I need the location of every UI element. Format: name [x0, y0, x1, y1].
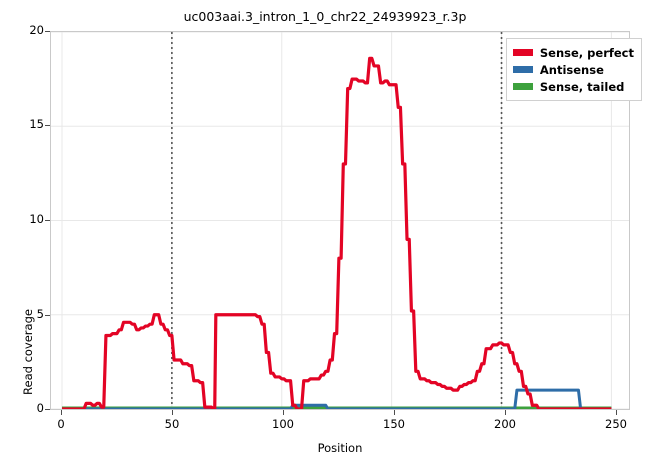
y-tick-label-5: 5 [36, 307, 44, 321]
chart-title: uc003aai.3_intron_1_0_chr22_24939923_r.3… [183, 9, 467, 24]
legend-swatch-antisense [511, 65, 534, 74]
x-tick-label-150: 150 [383, 417, 405, 431]
x-tick-label-200: 200 [494, 417, 516, 431]
legend-swatch-sense-tailed [511, 82, 534, 91]
x-tick-label-100: 100 [272, 417, 294, 431]
x-tick-label-250: 250 [605, 417, 627, 431]
y-tick-label-15: 15 [29, 117, 44, 131]
series-layer [61, 56, 612, 409]
legend-label-sense-perfect: Sense, perfect [539, 45, 634, 60]
series-line-antisense [61, 388, 612, 409]
x-tick-mark-100 [283, 410, 284, 415]
x-tick-mark-150 [394, 410, 395, 415]
x-axis-tick-labels: 0 50 100 150 200 250 [50, 417, 630, 433]
x-axis-label: Position [317, 441, 363, 455]
x-tick-mark-0 [61, 410, 62, 415]
gridlines [51, 32, 629, 409]
legend-item-sense-perfect: Sense, perfect [511, 44, 634, 61]
y-tick-mark-20 [45, 31, 50, 32]
y-tick-label-10: 10 [29, 212, 44, 226]
coverage-plot-svg [51, 32, 629, 409]
y-axis-tick-labels: 20 15 10 5 0 [6, 0, 44, 460]
x-tick-label-0: 0 [57, 417, 65, 431]
legend-label-sense-tailed: Sense, tailed [539, 79, 625, 94]
legend-label-antisense: Antisense [539, 62, 604, 77]
y-tick-mark-10 [45, 220, 50, 221]
x-tick-mark-250 [616, 410, 617, 415]
y-tick-mark-15 [45, 125, 50, 126]
series-line-sense-perfect [61, 56, 612, 409]
legend: Sense, perfect Antisense Sense, tailed [505, 38, 642, 101]
x-tick-mark-50 [172, 410, 173, 415]
x-tick-mark-200 [505, 410, 506, 415]
legend-swatch-sense-perfect [511, 48, 534, 57]
x-tick-label-50: 50 [164, 417, 180, 431]
y-tick-mark-0 [45, 409, 50, 410]
y-tick-label-20: 20 [29, 23, 44, 37]
x-axis-label-container: Position [50, 437, 630, 456]
y-tick-mark-5 [45, 315, 50, 316]
legend-item-antisense: Antisense [511, 61, 634, 78]
y-tick-label-0: 0 [36, 401, 44, 415]
legend-item-sense-tailed: Sense, tailed [511, 78, 634, 95]
